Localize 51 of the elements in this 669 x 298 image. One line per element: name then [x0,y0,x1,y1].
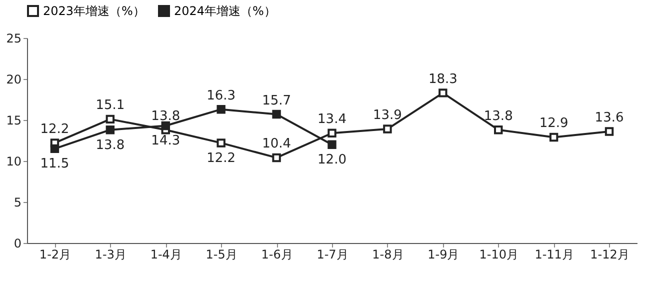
point [50,144,60,154]
x-tick-label: 1-2月 [39,248,72,262]
point [106,125,115,134]
legend-label: 2023年增速（%） [43,4,145,18]
x-tick-label: 1-10月 [479,248,518,262]
data-label: 16.3 [206,88,236,104]
data-label: 10.4 [262,136,292,152]
x-tick-label: 1-11月 [534,248,574,262]
data-label: 13.4 [318,112,346,128]
y-tick-label: 25 [6,32,22,46]
point [216,104,226,114]
x-tick-label: 1-4月 [150,248,182,262]
data-label: 12.2 [206,150,236,166]
x-tick-label: 1-5月 [206,248,238,262]
point [494,125,503,134]
data-label: 13.8 [151,108,180,124]
y-tick-label: 15 [6,114,22,128]
x-tick-label: 1-6月 [261,248,293,262]
point [272,110,281,119]
point [216,138,226,148]
data-label: 13.9 [372,108,402,124]
legend-label: 2024年增速（%） [174,4,276,18]
x-tick-label: 1-9月 [428,248,460,262]
point [604,127,614,136]
x-tick-label: 1-7月 [316,248,348,262]
y-tick-label: 5 [14,196,22,210]
data-label: 12.9 [539,116,568,132]
point [272,153,281,162]
data-label: 12.2 [40,122,70,137]
x-tick-label: 1-12月 [590,248,630,262]
data-label: 15.1 [96,98,125,114]
data-label: 13.8 [484,108,513,124]
point [161,121,170,130]
point [383,124,392,134]
data-label: 14.3 [151,134,180,149]
point [549,132,558,142]
point [106,114,115,124]
point [438,88,448,98]
data-label: 11.5 [40,156,70,172]
y-tick-label: 20 [6,72,22,86]
y-tick-label: 10 [6,154,22,168]
x-tick-label: 1-8月 [372,248,404,262]
point [328,140,336,149]
x-tick-label: 1-3月 [94,248,126,262]
data-label: 15.7 [262,93,292,108]
data-label: 12.0 [318,152,346,168]
data-label: 13.6 [594,110,624,126]
data-label: 13.8 [96,138,125,153]
data-label: 18.3 [428,72,458,87]
point [328,128,336,138]
y-tick-label: 0 [14,236,22,250]
